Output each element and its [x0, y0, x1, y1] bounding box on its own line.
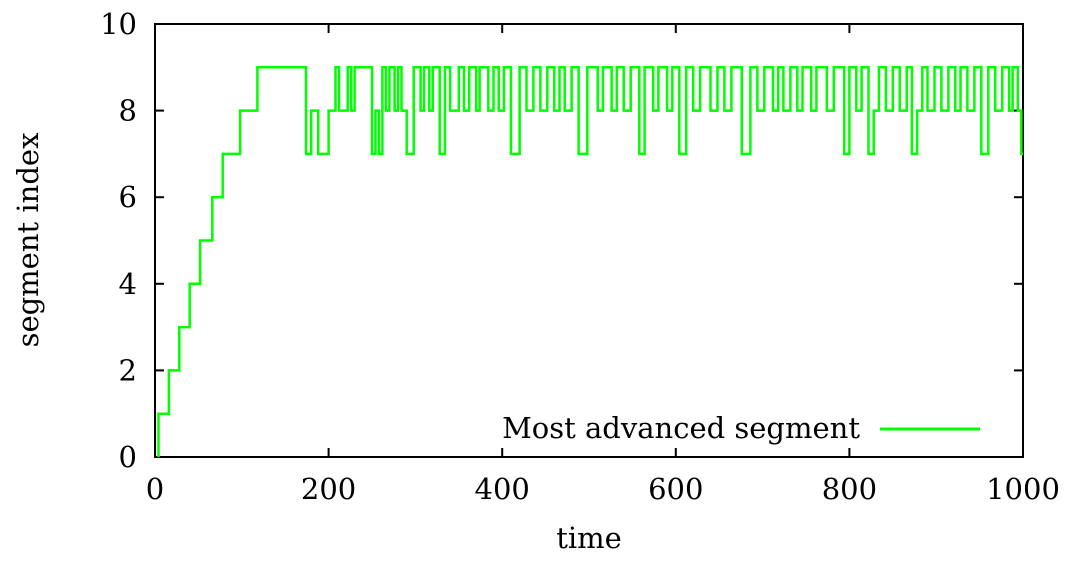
x-tick-label: 400: [475, 472, 530, 506]
legend-label: Most advanced segment: [502, 411, 860, 445]
legend: Most advanced segment: [502, 411, 980, 445]
y-axis-title: segment index: [11, 133, 45, 348]
x-tick-label: 1000: [986, 472, 1060, 506]
x-tick-label: 200: [301, 472, 356, 506]
plot-area: [154, 23, 1024, 458]
y-tick-label: 8: [119, 94, 137, 128]
x-axis: 0 200 400 600 800 1000: [146, 24, 1060, 506]
x-tick-label: 600: [648, 472, 703, 506]
plot-border: [154, 23, 1024, 458]
y-tick-label: 2: [119, 353, 137, 387]
y-tick-label: 6: [119, 180, 137, 214]
x-tick-label: 0: [146, 472, 164, 506]
x-axis-title: time: [556, 521, 622, 555]
series-line-most-advanced-segment: [157, 66, 1023, 457]
y-axis: 0 2 4 6 8 10: [100, 7, 1023, 474]
x-tick-label: 800: [822, 472, 877, 506]
y-tick-label: 4: [119, 267, 137, 301]
y-tick-label: 10: [100, 7, 137, 41]
y-tick-label: 0: [119, 440, 137, 474]
series-layer: [157, 66, 1023, 457]
